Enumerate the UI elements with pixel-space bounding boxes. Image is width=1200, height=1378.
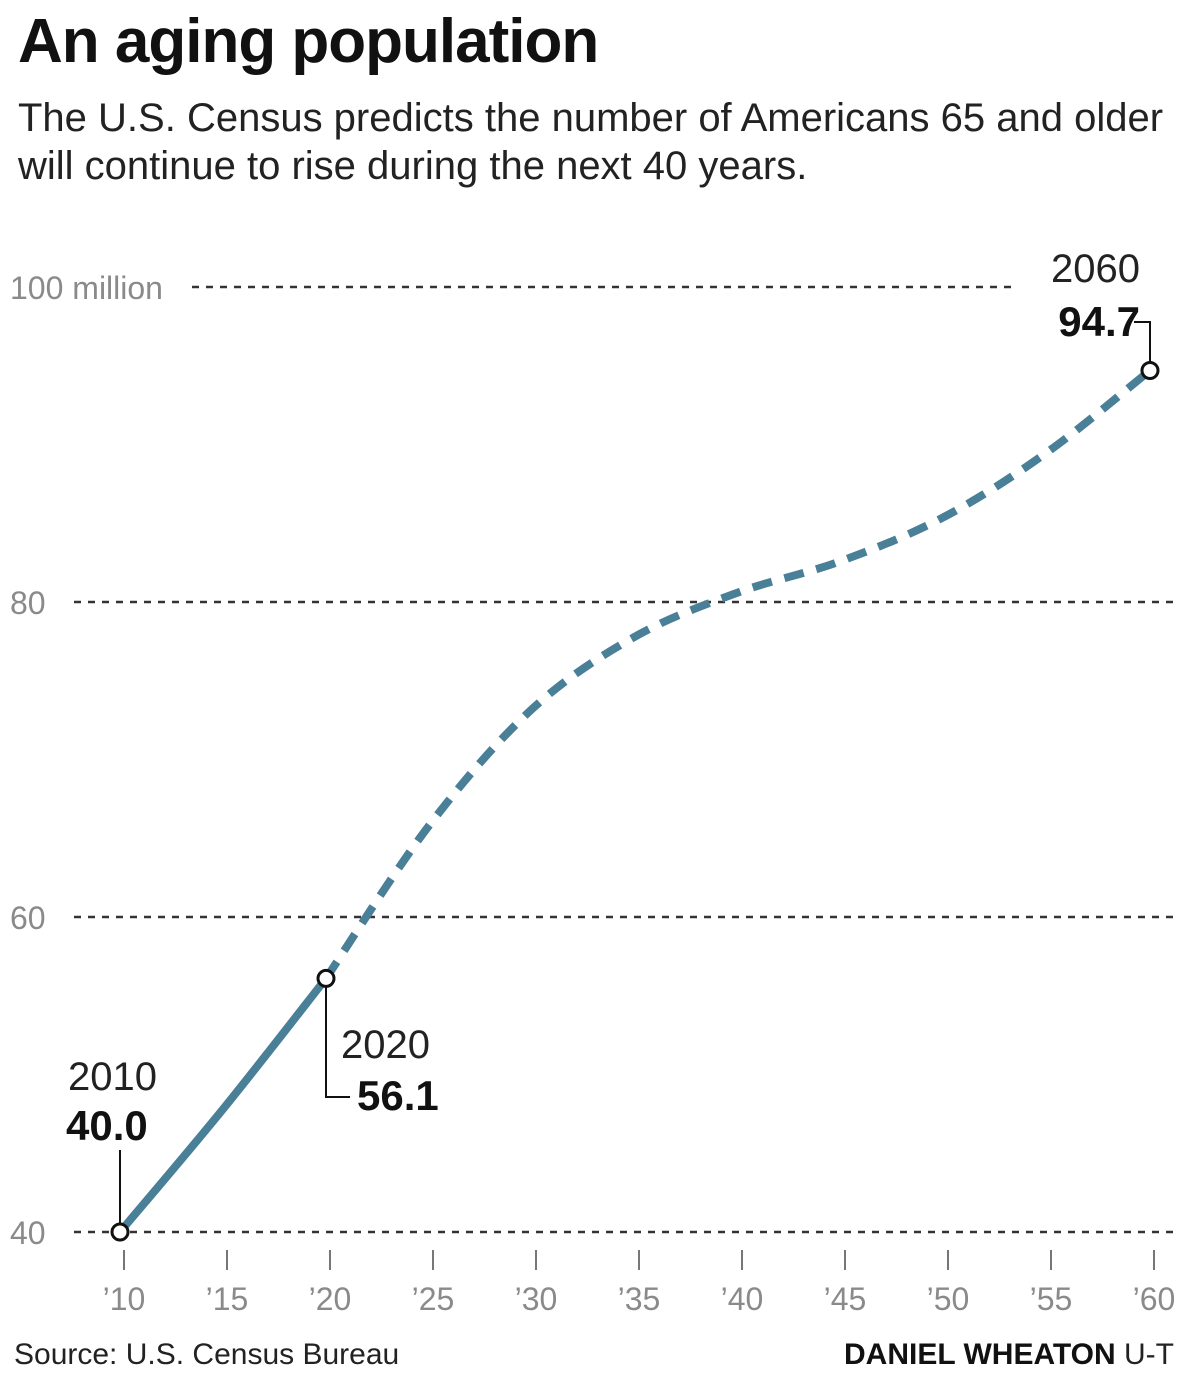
x-tick-label: ’15 — [206, 1281, 249, 1317]
x-tick-label: ’20 — [309, 1281, 352, 1317]
x-tick-label: ’60 — [1133, 1281, 1176, 1317]
credit-name: DANIEL WHEATON — [844, 1338, 1116, 1371]
chart-subtitle: The U.S. Census predicts the number of A… — [18, 96, 1164, 188]
credit-org: U-T — [1124, 1338, 1174, 1371]
annotation-value-2020: 56.1 — [357, 1072, 439, 1119]
x-tick-label: ’45 — [824, 1281, 867, 1317]
annotation-value-2060: 94.7 — [1058, 298, 1140, 345]
chart-title: An aging population — [18, 7, 599, 76]
x-tick-label: ’30 — [515, 1281, 558, 1317]
source-note: Source: U.S. Census Bureau — [14, 1338, 400, 1371]
historical-line — [116, 974, 330, 1236]
y-tick-label: 80 — [10, 585, 46, 621]
annotation-year-2010: 2010 — [68, 1055, 157, 1099]
y-tick-label: 100 million — [10, 270, 163, 306]
x-tick-label: ’50 — [927, 1281, 970, 1317]
leader-line-2060 — [1134, 321, 1151, 363]
x-tick-label: ’10 — [103, 1281, 146, 1317]
annotation-value-2010: 40.0 — [66, 1102, 148, 1149]
data-point-2020 — [316, 968, 336, 988]
projection-line — [322, 367, 1153, 981]
x-tick-label: ’25 — [412, 1281, 455, 1317]
credit-line: DANIEL WHEATON U-T — [844, 1338, 1174, 1372]
x-tick-label: ’40 — [721, 1281, 764, 1317]
x-tick-label: ’55 — [1030, 1281, 1073, 1317]
x-tick-label: ’35 — [618, 1281, 661, 1317]
y-tick-label: 40 — [10, 1215, 46, 1251]
y-tick-label: 60 — [10, 900, 46, 936]
annotation-year-2060: 2060 — [1051, 247, 1140, 291]
leader-line-2020 — [325, 986, 350, 1098]
data-point-2010 — [110, 1222, 130, 1242]
data-point-2060 — [1140, 360, 1160, 380]
annotation-year-2020: 2020 — [341, 1023, 430, 1067]
